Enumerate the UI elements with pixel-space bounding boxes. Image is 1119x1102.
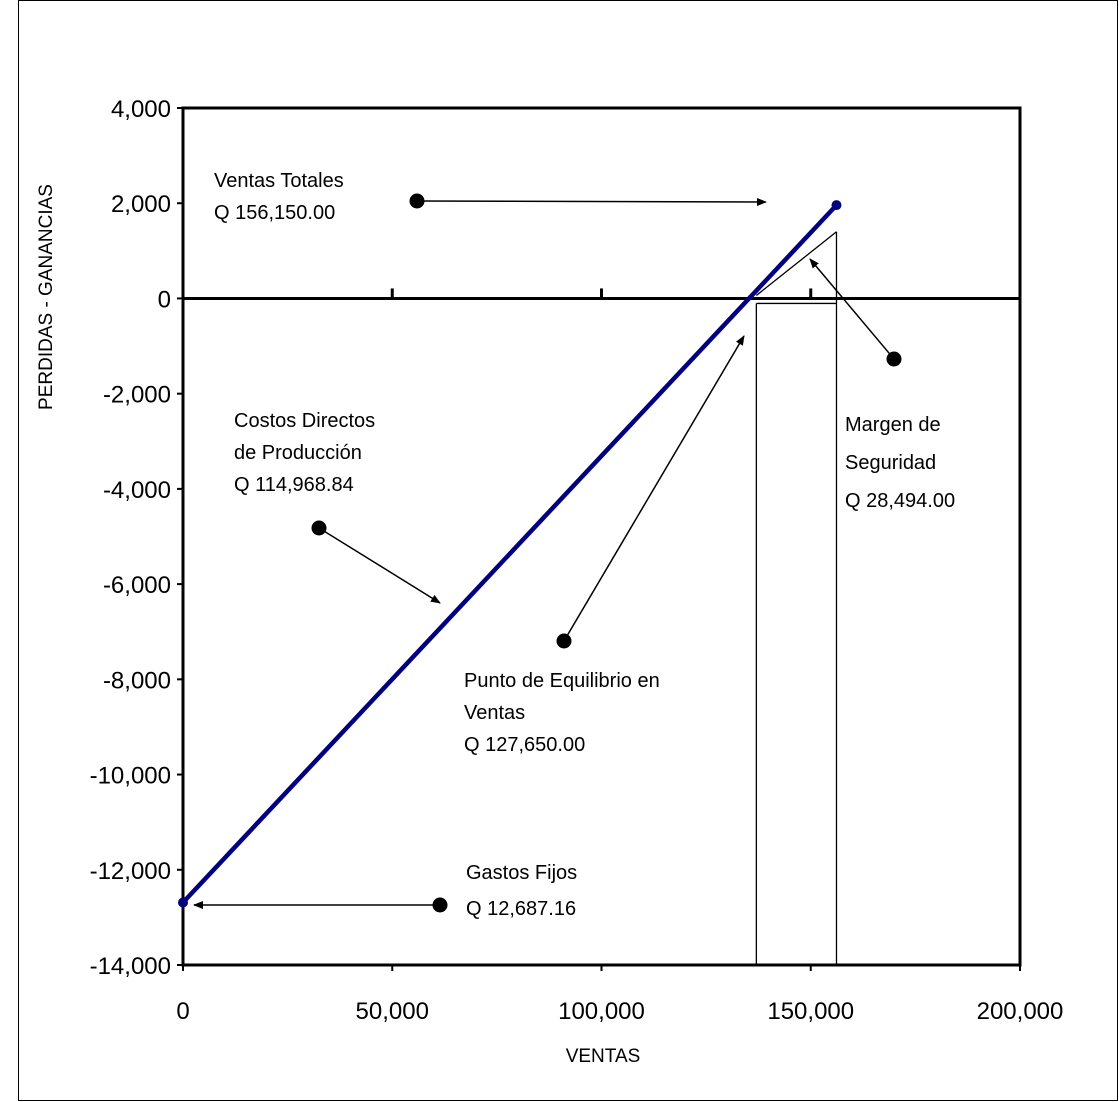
svg-text:Ventas: Ventas [464, 702, 525, 724]
y-tick-label: -14,000 [90, 953, 171, 980]
svg-text:Gastos Fijos: Gastos Fijos [466, 862, 577, 884]
plot-area [181, 106, 1022, 967]
y-tick-label: -10,000 [90, 763, 171, 790]
svg-text:Q 156,150.00: Q 156,150.00 [214, 202, 335, 224]
x-axis-title: VENTAS [566, 1046, 641, 1067]
x-tick-label: 50,000 [356, 998, 429, 1025]
svg-text:Punto de Equilibrio en: Punto de Equilibrio en [464, 670, 660, 692]
y-tick-label: -12,000 [90, 858, 171, 885]
svg-text:Q 127,650.00: Q 127,650.00 [464, 734, 585, 756]
zero-line-ticks [390, 288, 813, 299]
annotation-costos-directos: Costos Directos de Producción Q 114,968.… [234, 410, 375, 496]
y-tick-label: 2,000 [111, 191, 171, 218]
svg-text:Seguridad: Seguridad [845, 452, 936, 474]
arrow-punto-equilibrio-dot [556, 633, 572, 649]
y-tick-label: -8,000 [103, 667, 171, 694]
arrow-costos-directos-dot [311, 520, 327, 536]
y-tick-label: 0 [158, 286, 171, 313]
arrow-margen-seguridad-dot [886, 351, 902, 367]
y-tick-label: -4,000 [103, 477, 171, 504]
arrow-margen-seguridad [809, 258, 895, 360]
safety-margin-region [755, 231, 838, 965]
annotation-margen-seguridad: Margen de Seguridad Q 28,494.00 [845, 414, 955, 512]
svg-text:Q 28,494.00: Q 28,494.00 [845, 490, 955, 512]
series-line [181, 203, 839, 905]
x-tick-label: 150,000 [767, 998, 854, 1025]
series-point-start [178, 897, 188, 908]
y-tick-label: -2,000 [103, 382, 171, 409]
x-tick-label: 0 [176, 998, 189, 1025]
annotation-gastos-fijos: Gastos Fijos Q 12,687.16 [466, 862, 577, 920]
annotation-arrows [193, 193, 902, 913]
y-tick-label: 4,000 [111, 96, 171, 123]
arrow-costos-directos [318, 527, 441, 604]
annotation-ventas-totales: Ventas Totales Q 156,150.00 [214, 170, 344, 224]
y-axis-ticks: 4,000 2,000 0 -2,000 -4,000 -6,000 -8,000 -10,0… [90, 96, 183, 980]
svg-text:de Producción: de Producción [234, 442, 362, 464]
y-tick-label: -6,000 [103, 572, 171, 599]
y-axis-title: PERDIDAS - GANANCIAS [36, 184, 57, 410]
svg-text:Q 114,968.84: Q 114,968.84 [234, 474, 354, 496]
x-tick-label: 100,000 [558, 998, 645, 1025]
x-tick-label: 200,000 [977, 998, 1064, 1025]
arrow-punto-equilibrio [563, 335, 745, 642]
annotation-punto-equilibrio: Punto de Equilibrio en Ventas Q 127,650.… [464, 670, 660, 756]
arrow-ventas-totales [416, 197, 767, 206]
svg-text:Margen de: Margen de [845, 414, 941, 436]
x-axis-ticks: 0 50,000 100,000 150,000 200,000 [176, 965, 1063, 1025]
svg-text:Costos Directos: Costos Directos [234, 410, 375, 432]
svg-text:Ventas Totales: Ventas Totales [214, 170, 344, 192]
svg-text:Q 12,687.16: Q 12,687.16 [466, 898, 576, 920]
series-point-end [831, 200, 842, 211]
arrow-ventas-totales-dot [409, 193, 425, 209]
profit-loss-series [178, 200, 842, 908]
arrow-gastos-fijos-dot [432, 897, 448, 913]
margin-hypotenuse [755, 231, 837, 296]
